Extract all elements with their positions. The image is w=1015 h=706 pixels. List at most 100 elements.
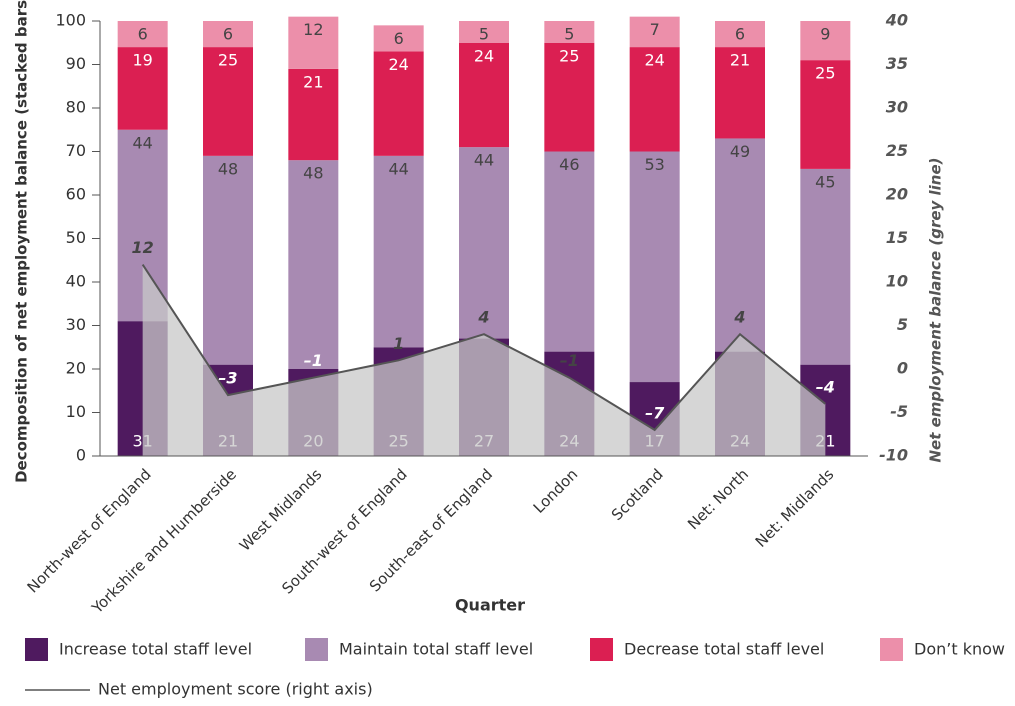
bar-value-label: 7 (650, 20, 660, 39)
y-tick-label: 70 (66, 141, 86, 160)
x-tick-label: Net: Midlands (752, 465, 838, 551)
bar-value-label: 9 (820, 25, 830, 44)
y2-tick-label: 20 (886, 185, 908, 204)
legend-label: Net employment score (right axis) (98, 680, 373, 699)
bar-value-label: 25 (815, 64, 835, 83)
bar-value-label: 12 (303, 20, 323, 39)
bar-value-label: 24 (474, 46, 494, 65)
y2-tick-label: 15 (886, 228, 908, 247)
bar-value-label: 48 (218, 159, 238, 178)
y-tick-label: 10 (66, 402, 86, 421)
bar-value-label: 6 (394, 29, 404, 48)
legend-label: Don’t know (914, 640, 1005, 659)
y2-tick-label: 30 (886, 98, 908, 117)
y2-tick-label: 10 (886, 272, 908, 291)
line-value-label: –4 (816, 377, 835, 396)
y-tick-label: 60 (66, 185, 86, 204)
legend-swatch (880, 638, 903, 661)
bar-segment (629, 16, 680, 48)
bar-value-label: 21 (303, 72, 323, 91)
bar-segment (117, 21, 168, 48)
bar-value-label: 5 (564, 25, 574, 44)
line-value-label: 4 (733, 308, 745, 327)
bar-value-label: 44 (388, 159, 408, 178)
line-value-label: –7 (645, 403, 665, 422)
line-value-label: –1 (560, 351, 579, 370)
legend-swatch (590, 638, 613, 661)
bar-value-label: 24 (388, 55, 408, 74)
x-tick-label: Net: North (684, 465, 752, 533)
legend-label: Decrease total staff level (624, 640, 824, 659)
bar-value-label: 5 (479, 25, 489, 44)
bar-value-label: 19 (132, 51, 152, 70)
bar-value-label: 6 (223, 25, 233, 44)
bar-segment (800, 21, 851, 61)
legend-label: Increase total staff level (59, 640, 252, 659)
bar-segment (459, 147, 509, 339)
bar-value-label: 6 (735, 25, 745, 44)
line-value-label: –1 (304, 351, 323, 370)
legend-swatch (25, 638, 48, 661)
y2-tick-label: 25 (886, 141, 908, 160)
x-axis-label: Quarter (455, 596, 525, 615)
y-tick-label: 80 (66, 98, 86, 117)
bar-segment (800, 60, 851, 169)
bar-segment (629, 47, 680, 152)
y2-tick-label: 0 (897, 359, 908, 378)
y2-axis-label: Net employment balance (grey line) (927, 157, 945, 462)
line-value-label: –3 (218, 369, 237, 388)
y-tick-label: 20 (66, 359, 86, 378)
bar-value-label: 6 (138, 25, 148, 44)
bar-value-label: 48 (303, 164, 323, 183)
y-tick-label: 30 (66, 315, 86, 334)
line-value-label: 12 (132, 238, 154, 257)
line (141, 264, 826, 432)
bar-value-label: 25 (218, 51, 238, 70)
line-value-label: 1 (393, 334, 404, 353)
legend-label: Maintain total staff level (339, 640, 533, 659)
y-tick-label: 100 (55, 11, 86, 30)
bar-segment (203, 47, 253, 156)
bar-value-label: 53 (644, 155, 664, 174)
bar-segment (544, 151, 595, 352)
y-axis-label: Decomposition of net employment balance … (13, 0, 31, 483)
x-tick-label: West Midlands (236, 465, 326, 555)
bar-segment (288, 16, 339, 69)
bar-value-label: 25 (559, 46, 579, 65)
bar-segment (544, 42, 595, 152)
bar-value-label: 24 (644, 51, 664, 70)
bar-segment (800, 168, 851, 365)
bar-value-label: 49 (730, 142, 750, 161)
bar-segment (715, 47, 765, 139)
y-tick-label: 0 (76, 446, 86, 465)
y2-tick-label: 35 (886, 54, 908, 73)
y-tick-label: 50 (66, 228, 86, 247)
y2-tick-label: 5 (897, 315, 908, 334)
line-area (142, 264, 826, 456)
bar-value-label: 45 (815, 172, 835, 191)
bar-segment (459, 42, 509, 148)
bar-segment (203, 155, 253, 365)
y-tick-label: 40 (66, 272, 86, 291)
legend-swatch (305, 638, 328, 661)
line-value-label: 4 (477, 308, 489, 327)
bar-segment (459, 21, 509, 43)
y2-tick-label: -10 (879, 446, 908, 465)
bar-segment (288, 68, 339, 161)
y-tick-label: 90 (66, 54, 86, 73)
bar-segment (544, 21, 595, 43)
x-tick-label: Yorkshire and Humberside (88, 465, 240, 617)
bar-segment (373, 155, 424, 348)
x-tick-label: Scotland (608, 465, 667, 524)
bar-segment (629, 151, 680, 383)
x-tick-label: London (530, 465, 582, 517)
bar-value-label: 44 (474, 151, 494, 170)
bar-segment (373, 51, 424, 156)
bar-segment (288, 160, 339, 369)
y2-tick-label: -5 (890, 402, 908, 421)
bar-value-label: 44 (132, 133, 152, 152)
y2-tick-label: 40 (885, 11, 908, 30)
bar-segment (117, 47, 168, 130)
bar-segment (715, 138, 765, 352)
